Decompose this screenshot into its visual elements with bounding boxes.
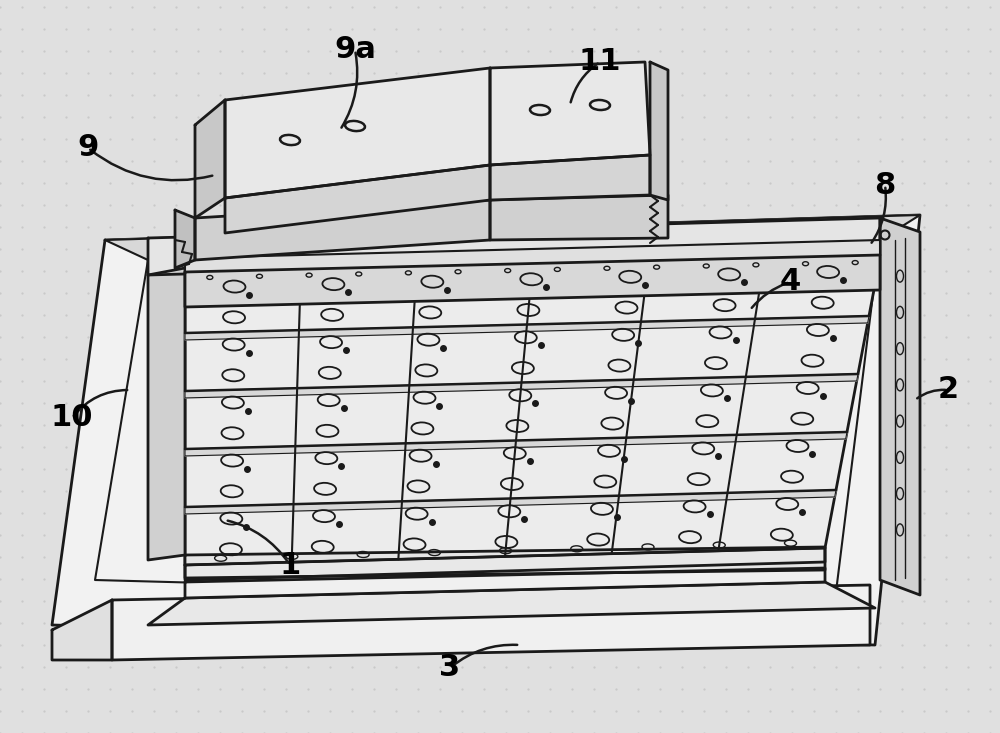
Polygon shape bbox=[225, 165, 490, 233]
Polygon shape bbox=[185, 490, 836, 514]
Polygon shape bbox=[225, 68, 490, 198]
Text: 8: 8 bbox=[874, 171, 896, 199]
Polygon shape bbox=[175, 210, 195, 268]
Polygon shape bbox=[650, 62, 668, 200]
Polygon shape bbox=[185, 255, 880, 307]
Polygon shape bbox=[880, 218, 920, 595]
Polygon shape bbox=[185, 432, 847, 456]
Polygon shape bbox=[148, 582, 875, 625]
Polygon shape bbox=[52, 600, 112, 660]
Polygon shape bbox=[52, 215, 920, 645]
Polygon shape bbox=[490, 62, 650, 165]
Polygon shape bbox=[185, 316, 869, 340]
Polygon shape bbox=[490, 195, 668, 240]
Polygon shape bbox=[112, 585, 870, 660]
Polygon shape bbox=[185, 374, 858, 398]
Text: 10: 10 bbox=[51, 403, 93, 432]
Polygon shape bbox=[105, 215, 920, 260]
Polygon shape bbox=[185, 548, 825, 580]
Text: 2: 2 bbox=[937, 375, 959, 405]
Polygon shape bbox=[148, 268, 185, 560]
Text: 3: 3 bbox=[439, 654, 461, 682]
Polygon shape bbox=[185, 547, 825, 578]
Polygon shape bbox=[185, 240, 880, 275]
Polygon shape bbox=[148, 218, 880, 275]
Polygon shape bbox=[195, 100, 225, 218]
Polygon shape bbox=[490, 155, 650, 200]
Polygon shape bbox=[185, 258, 880, 282]
Text: 1: 1 bbox=[279, 550, 301, 580]
Polygon shape bbox=[185, 568, 825, 598]
Text: 4: 4 bbox=[779, 268, 801, 297]
Text: 11: 11 bbox=[579, 48, 621, 76]
Text: 9: 9 bbox=[77, 133, 99, 163]
Text: 9a: 9a bbox=[334, 35, 376, 65]
Polygon shape bbox=[185, 258, 880, 565]
Polygon shape bbox=[195, 200, 490, 260]
